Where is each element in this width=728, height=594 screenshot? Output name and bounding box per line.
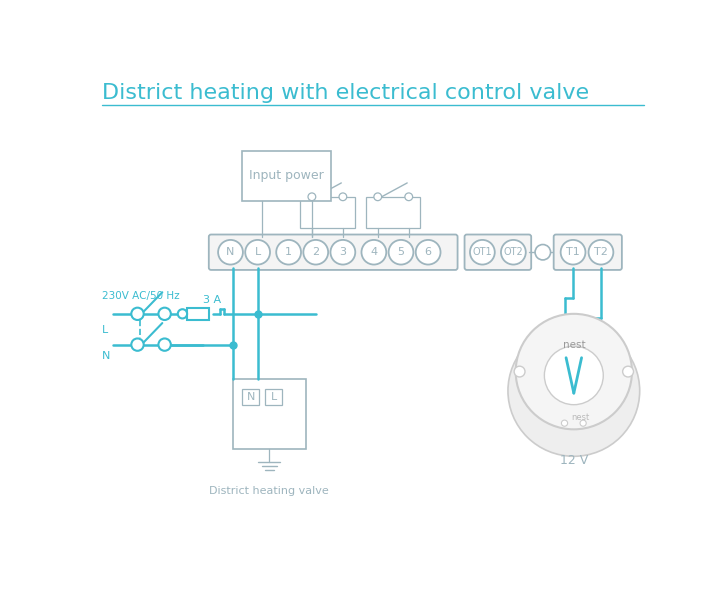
Circle shape xyxy=(514,366,525,377)
Text: 2: 2 xyxy=(312,247,320,257)
Text: N: N xyxy=(102,351,110,361)
Circle shape xyxy=(131,308,143,320)
Circle shape xyxy=(331,240,355,264)
FancyBboxPatch shape xyxy=(242,388,259,406)
Text: OT1: OT1 xyxy=(472,247,492,257)
Circle shape xyxy=(515,314,632,429)
Circle shape xyxy=(561,240,585,264)
Circle shape xyxy=(218,240,243,264)
Circle shape xyxy=(159,339,171,351)
Text: District heating valve: District heating valve xyxy=(210,486,329,496)
Text: L: L xyxy=(271,392,277,402)
FancyBboxPatch shape xyxy=(233,380,306,448)
FancyBboxPatch shape xyxy=(464,235,531,270)
Text: L: L xyxy=(102,325,108,335)
Circle shape xyxy=(159,308,171,320)
Text: 3: 3 xyxy=(339,247,347,257)
FancyBboxPatch shape xyxy=(554,235,622,270)
Circle shape xyxy=(416,240,440,264)
Circle shape xyxy=(508,326,640,456)
FancyBboxPatch shape xyxy=(187,308,209,320)
Circle shape xyxy=(339,193,347,201)
Circle shape xyxy=(405,193,413,201)
Text: N: N xyxy=(226,247,234,257)
Circle shape xyxy=(389,240,414,264)
Circle shape xyxy=(131,339,143,351)
Circle shape xyxy=(245,240,270,264)
Text: 6: 6 xyxy=(424,247,432,257)
Circle shape xyxy=(304,240,328,264)
Circle shape xyxy=(178,309,187,318)
Circle shape xyxy=(308,193,316,201)
Circle shape xyxy=(276,240,301,264)
Circle shape xyxy=(501,240,526,264)
Text: L: L xyxy=(255,247,261,257)
Text: 3 A: 3 A xyxy=(203,295,221,305)
Circle shape xyxy=(545,346,604,405)
Text: T2: T2 xyxy=(594,247,608,257)
Text: nest: nest xyxy=(563,340,585,350)
Text: N: N xyxy=(247,392,255,402)
Circle shape xyxy=(622,366,633,377)
FancyBboxPatch shape xyxy=(209,235,458,270)
Text: Input power: Input power xyxy=(249,169,324,182)
Text: District heating with electrical control valve: District heating with electrical control… xyxy=(102,83,589,103)
Circle shape xyxy=(580,420,586,426)
Text: T1: T1 xyxy=(566,247,580,257)
Circle shape xyxy=(362,240,387,264)
FancyBboxPatch shape xyxy=(242,151,331,201)
Text: 5: 5 xyxy=(397,247,405,257)
Text: nest: nest xyxy=(571,413,589,422)
Circle shape xyxy=(535,245,550,260)
Text: 4: 4 xyxy=(371,247,377,257)
Circle shape xyxy=(470,240,495,264)
Text: 1: 1 xyxy=(285,247,292,257)
Circle shape xyxy=(588,240,614,264)
Text: 12 V: 12 V xyxy=(560,454,588,467)
FancyBboxPatch shape xyxy=(266,388,282,406)
Text: OT2: OT2 xyxy=(504,247,523,257)
Circle shape xyxy=(374,193,381,201)
Text: 230V AC/50 Hz: 230V AC/50 Hz xyxy=(102,291,180,301)
Circle shape xyxy=(561,420,568,426)
